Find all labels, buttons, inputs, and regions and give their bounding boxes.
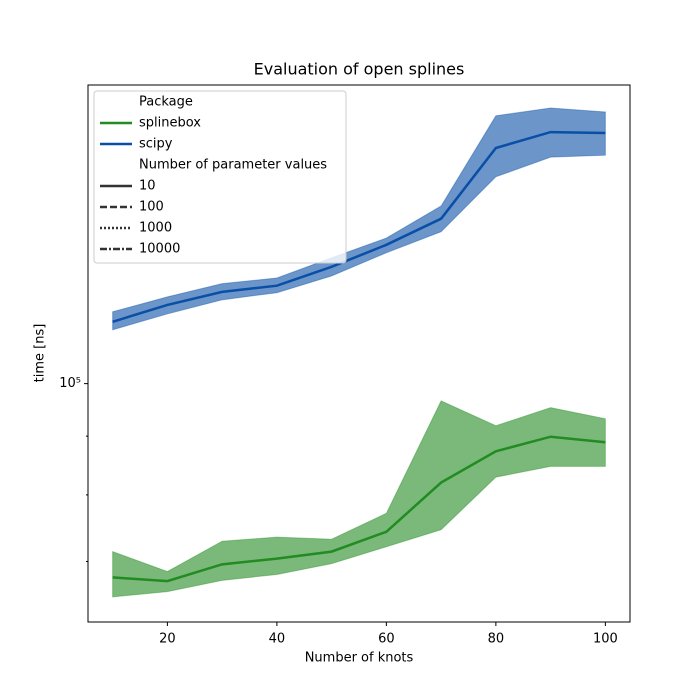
legend-label: 10000 <box>139 242 180 257</box>
line <box>112 435 606 583</box>
x-tick-label: 80 <box>488 632 505 647</box>
legend-title: Number of parameter values <box>139 158 327 173</box>
y-tick-label: 10⁵ <box>59 376 81 391</box>
line <box>112 130 606 323</box>
x-tick-label: 40 <box>269 632 286 647</box>
legend: Package splinebox scipy Number of parameter… <box>93 90 347 264</box>
x-tick-label: 60 <box>378 632 395 647</box>
legend-title: Package <box>139 95 193 110</box>
legend-label: 1000 <box>139 221 172 236</box>
confidence-band <box>112 107 606 331</box>
chart-title: Evaluation of open splines <box>254 60 465 79</box>
legend-label: 10 <box>139 179 156 194</box>
legend-label: scipy <box>139 137 173 152</box>
legend-label: splinebox <box>139 116 201 131</box>
legend-label: 100 <box>139 200 164 215</box>
confidence-band <box>112 400 606 598</box>
plot-frame <box>87 84 631 623</box>
x-tick-label: 100 <box>593 632 618 647</box>
x-axis-label: Number of knots <box>305 651 414 666</box>
x-tick-label: 20 <box>159 632 176 647</box>
y-axis-label: time [ns] <box>33 324 48 383</box>
legend-box <box>93 90 347 264</box>
